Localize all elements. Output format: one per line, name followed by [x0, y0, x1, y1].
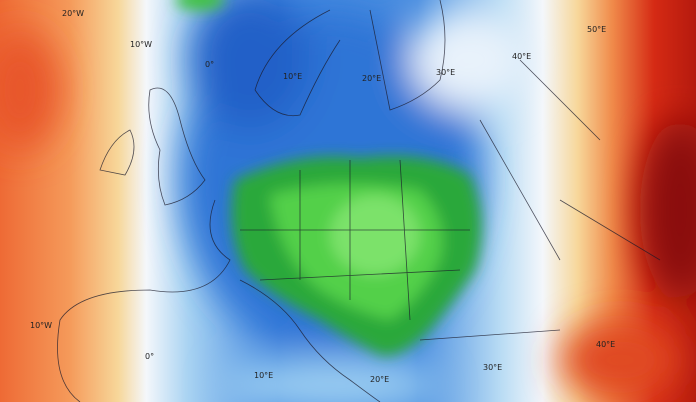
- longitude-label: 40°E: [512, 52, 532, 61]
- warm-anomaly-east: [640, 120, 696, 300]
- scandinavia-outline: [254, 9, 341, 117]
- longitude-label: 20°E: [362, 74, 382, 83]
- longitude-label: 0°: [205, 60, 215, 69]
- longitude-label: 30°E: [436, 68, 456, 77]
- longitude-label: 10°E: [283, 72, 303, 81]
- country-borders: [240, 59, 661, 341]
- coastlines-and-borders: [57, 0, 661, 402]
- longitude-label: 10°W: [130, 40, 153, 49]
- longitude-label: 20°W: [62, 9, 85, 18]
- longitude-label: 10°W: [30, 321, 53, 330]
- longitude-label: 0°: [145, 352, 155, 361]
- longitude-label: 40°E: [596, 340, 616, 349]
- longitude-label: 10°E: [254, 371, 274, 380]
- britain-outline: [148, 87, 206, 206]
- longitude-label: 50°E: [587, 25, 607, 34]
- ireland-outline: [99, 129, 135, 176]
- warm-anomaly-west: [0, 30, 60, 150]
- west-europe-coast: [57, 199, 231, 402]
- longitude-label: 30°E: [483, 363, 503, 372]
- longitude-label: 20°E: [370, 375, 390, 384]
- finland-outline: [369, 0, 446, 111]
- italy-adriatic-coast: [239, 279, 381, 402]
